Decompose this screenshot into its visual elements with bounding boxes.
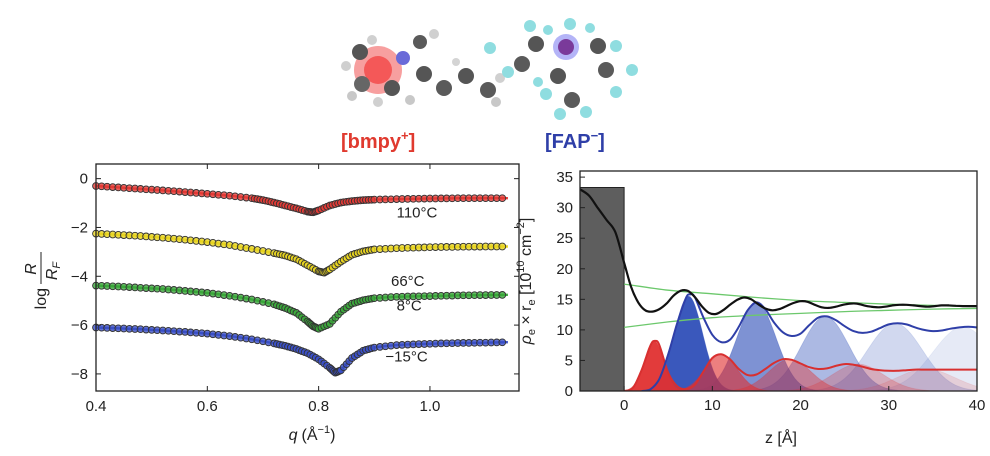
density-marks-group [580,187,977,391]
density-y-axis-label: ρe × re [1010 cm−2] [515,218,538,346]
reflectivity-plot-frame [95,163,520,392]
reflectivity-series-group [92,182,508,377]
density-ticks: 0 10 20 30 40 0 5 10 15 20 25 30 35 [556,169,985,414]
anion-label-close: ] [598,131,605,153]
x-axis-unit-close: ) [330,427,335,444]
x-tick-label: 40 [969,397,986,414]
y-tick-label: −4 [71,268,88,285]
envelope-upper-line [624,283,977,308]
y-axis-denominator-sub: F [51,261,63,269]
y-mid: × r [518,305,535,329]
y-unit2: cm [518,235,535,261]
reflectivity-data-point [498,338,507,347]
x-axis-unit-sup: −1 [318,424,331,436]
reflectivity-x-axis-label: q (Å−1) [289,424,336,444]
cation-peak-3 [768,363,948,391]
y-tick-label: 30 [556,200,573,217]
y-tick-label: 15 [556,291,573,308]
y-unit-sup1: 10 [515,260,527,272]
substrate-bar [580,187,625,391]
density-plot-frame [579,170,978,392]
cation-label-sup: + [401,128,409,143]
reflectivity-y-axis-label: log R RF [23,252,63,309]
y-tick-label: 5 [565,352,573,369]
x-tick-label: 10 [704,397,721,414]
reflectivity-temperature-labels: 110°C 66°C 8°C −15°C [385,205,437,366]
cation-label-close: ] [409,131,416,153]
y-tick-label: −6 [71,317,88,334]
x-tick-label: 0.8 [308,398,329,415]
x-tick-label: 30 [880,397,897,414]
x-axis-unit: (Å [302,425,318,444]
y-axis-denominator-wrap: RF [44,261,63,281]
temperature-label-0: 110°C [397,205,438,222]
y-tick-label: −8 [71,366,88,383]
y-rho: ρ [518,335,535,345]
x-tick-label: 1.0 [420,398,441,415]
y-unit-sup2: −2 [515,222,527,235]
y-tick-label: 10 [556,322,573,339]
reflectivity-data-point [498,194,507,203]
reflectivity-ticks: 0.4 0.6 0.8 1.0 0 −2 −4 −6 −8 [71,164,519,415]
molecule-illustration [341,18,638,120]
anion-label-sup: − [591,128,599,143]
y-axis-denominator: R [44,268,61,280]
y-tick-label: 0 [80,171,88,188]
x-tick-label: 20 [792,397,809,414]
reflectivity-data-point [498,242,507,251]
y-tick-label: 20 [556,261,573,278]
temperature-label-3: −15°C [385,349,427,366]
x-tick-label: 0.4 [86,398,107,415]
y-unit: [10 [518,273,535,300]
reflectivity-data-point [498,291,507,299]
y-tick-label: −2 [71,219,88,236]
y-axis-log: log [33,288,50,309]
temperature-label-2: 8°C [397,298,422,315]
y-r-sub: e [526,299,538,305]
anion-label-text: [FAP [545,131,591,153]
x-tick-label: 0.6 [197,398,218,415]
anion-molecule-image [484,18,638,120]
y-rho-sub: e [526,329,538,335]
x-tick-label: 0 [620,397,628,414]
y-tick-label: 0 [565,383,573,400]
y-unit-close: ] [518,218,535,222]
reflectivity-chart: 0.4 0.6 0.8 1.00−2−4−6−8 110°C66°C8°C−15°C … [23,163,520,444]
y-axis-numerator: R [23,263,40,275]
cation-label-text: [bmpy [341,131,402,153]
cation-molecule-image [341,29,505,107]
anion-label: [FAP−] [545,128,605,153]
total-density-line [580,188,977,316]
density-x-axis-label: z [Å] [765,428,797,447]
y-tick-label: 35 [556,169,573,186]
cation-label: [bmpy+] [341,128,415,153]
cation-density-line [623,339,977,391]
envelope-lower-line [624,307,977,329]
x-axis-q: q [289,427,298,444]
temperature-label-1: 66°C [391,273,425,290]
y-tick-label: 25 [556,230,573,247]
